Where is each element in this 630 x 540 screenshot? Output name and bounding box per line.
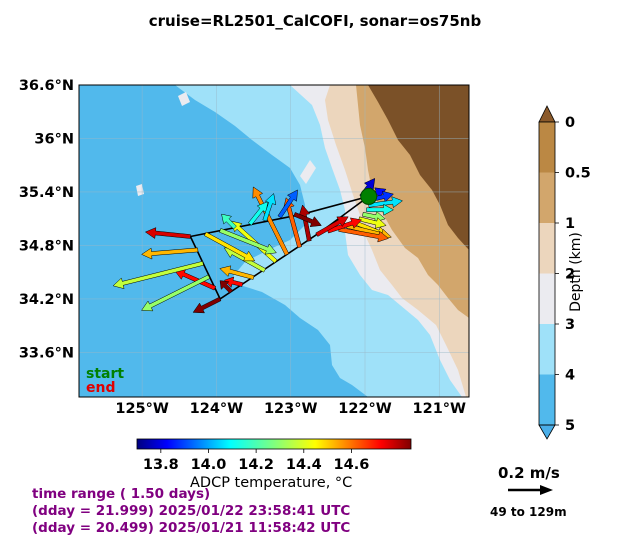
depth-tick-label: 1 xyxy=(565,216,575,232)
velocity-vector xyxy=(283,197,302,249)
depth-tick-label: 4 xyxy=(565,368,575,384)
velocity-vector xyxy=(293,212,322,227)
velocity-vector xyxy=(112,260,204,290)
cruise-track xyxy=(189,195,370,301)
velocity-vector xyxy=(192,296,222,314)
colorbar-ticks: 13.8 14.0 14.2 14.4 14.6 xyxy=(143,449,369,473)
colorbar-tick-label: 14.2 xyxy=(238,457,274,473)
colorbar-tick-label: 13.8 xyxy=(143,457,179,473)
chart-title: cruise=RL2501_CalCOFI, sonar=os75nb xyxy=(148,12,482,30)
lat-tick-label: 34.2°N xyxy=(19,292,74,308)
depth-axis-label: Depth (km) xyxy=(568,232,584,312)
velocity-vector xyxy=(262,193,277,222)
colorbar-tick-label: 14.4 xyxy=(286,457,322,473)
velocity-vector xyxy=(221,213,237,230)
depth-extend-top xyxy=(538,105,556,123)
depth-extend-bottom xyxy=(538,424,556,440)
velocity-vector xyxy=(144,227,191,239)
velocity-vectors xyxy=(112,177,404,314)
velocity-vector xyxy=(219,228,277,255)
velocity-vector xyxy=(203,231,256,262)
velocity-vector xyxy=(173,269,217,291)
depth-band xyxy=(539,273,555,324)
map-background xyxy=(79,85,469,397)
velocity-vector xyxy=(141,274,211,312)
lat-tick-label: 36.6°N xyxy=(19,78,74,94)
depth-tick-label: 2 xyxy=(565,267,575,283)
lat-tick-label: 34.8°N xyxy=(19,238,74,254)
velocity-vector xyxy=(358,216,387,229)
colorbar-label: ADCP temperature, °C xyxy=(190,475,353,491)
lon-tick-label: 122°W xyxy=(338,401,392,417)
velocity-vector xyxy=(247,201,269,226)
colorbar-tick-label: 14.0 xyxy=(191,457,227,473)
lat-tick-label: 36°N xyxy=(34,131,74,147)
depth-band xyxy=(539,172,555,223)
velocity-vector xyxy=(366,203,395,216)
depth-tick-label: 0.5 xyxy=(565,166,591,182)
temperature-colorbar: 13.8 14.0 14.2 14.4 14.6 xyxy=(136,438,412,473)
map-gridlines xyxy=(79,85,469,397)
colorbar-tick-label: 14.6 xyxy=(334,457,370,473)
axis-tick-labels: 125°W 124°W 123°W 122°W 121°W 36.6°N 36°N 35.4°… xyxy=(19,78,466,417)
lat-tick-label: 35.4°N xyxy=(19,185,74,201)
velocity-vector xyxy=(141,247,199,260)
time-range-line-3: (dday = 20.499) 2025/01/21 11:58:42 UTC xyxy=(32,520,351,536)
depth-colorbar: 0 0.5 1 2 3 4 5 xyxy=(538,105,591,440)
velocity-vector xyxy=(338,227,390,243)
scale-arrow xyxy=(508,485,553,495)
map-frame xyxy=(78,84,470,398)
depth-tick-label: 5 xyxy=(565,418,575,434)
depth-band xyxy=(539,223,555,274)
start-marker xyxy=(360,187,378,205)
cruise-track-layer xyxy=(112,177,404,314)
end-label: end xyxy=(86,380,116,396)
velocity-vector xyxy=(315,216,349,237)
depth-range-label: 49 to 129m xyxy=(490,505,567,519)
velocity-vector xyxy=(219,280,234,294)
lat-tick-label: 33.6°N xyxy=(19,345,74,361)
velocity-vector xyxy=(223,276,244,289)
depth-ticks: 0 0.5 1 2 3 4 5 xyxy=(555,115,591,434)
depth-band xyxy=(539,374,555,425)
time-range-line-2: (dday = 21.999) 2025/01/22 23:58:41 UTC xyxy=(32,503,351,519)
depth-tick-label: 0 xyxy=(565,115,575,131)
depth-band xyxy=(539,324,555,375)
depth-tick-label: 3 xyxy=(565,317,575,333)
start-label: start xyxy=(86,366,125,382)
velocity-vector xyxy=(219,265,255,280)
depth-bands xyxy=(538,105,556,440)
lon-tick-label: 124°W xyxy=(190,401,244,417)
depth-band xyxy=(539,122,555,173)
high-terrain xyxy=(368,85,469,250)
lon-tick-label: 123°W xyxy=(264,401,318,417)
velocity-vector xyxy=(277,189,298,219)
time-range-line-1: time range ( 1.50 days) xyxy=(32,486,211,502)
lon-tick-label: 125°W xyxy=(115,401,169,417)
scale-arrow-label: 0.2 m/s xyxy=(498,464,560,482)
lon-tick-label: 121°W xyxy=(413,401,467,417)
velocity-vector xyxy=(298,204,312,242)
